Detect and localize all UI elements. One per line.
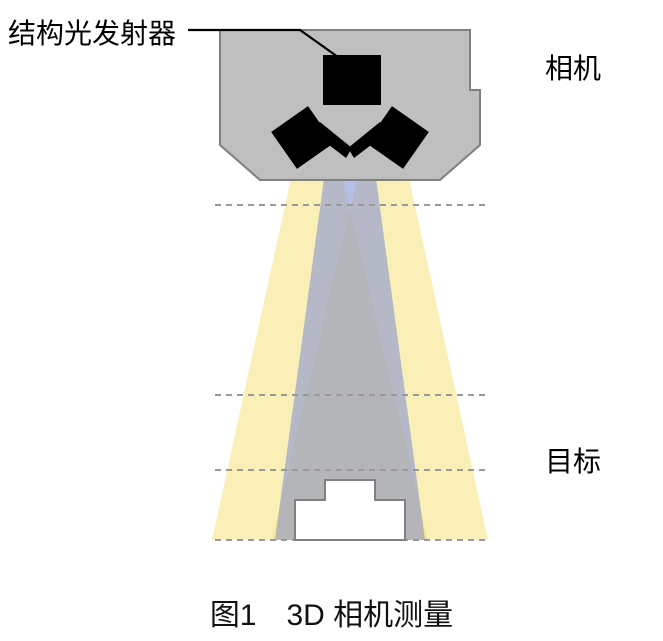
target-label: 目标 [545, 440, 601, 480]
camera-label: 相机 [545, 47, 601, 87]
diagram-stage: 结构光发射器 相机 目标 图1 3D 相机测量 [0, 0, 663, 641]
emitter-callout-line [188, 30, 352, 67]
figure-caption: 图1 3D 相机测量 [0, 590, 663, 634]
callout-lines [0, 0, 663, 641]
emitter-label: 结构光发射器 [8, 12, 176, 52]
